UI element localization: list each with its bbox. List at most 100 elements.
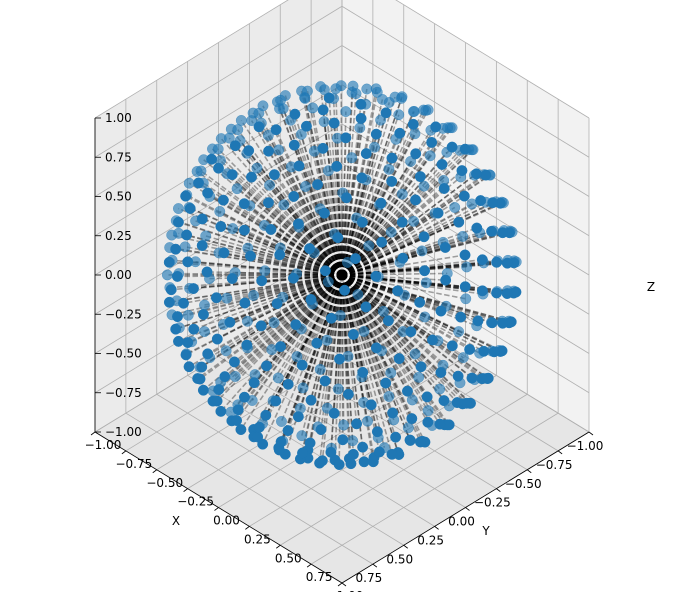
data-point (166, 284, 176, 294)
data-point (479, 346, 489, 356)
data-point (452, 397, 462, 407)
data-point (459, 191, 469, 201)
data-point (423, 405, 433, 415)
data-point (180, 191, 190, 201)
data-point (351, 88, 361, 98)
data-point (212, 396, 222, 406)
data-point (381, 108, 391, 118)
data-point (172, 311, 182, 321)
data-point (405, 435, 415, 445)
data-point (232, 184, 242, 194)
data-point (473, 316, 483, 326)
x-tick-label: −0.75 (536, 458, 573, 472)
data-point (356, 99, 366, 109)
data-point (481, 170, 491, 180)
data-point (414, 297, 424, 307)
data-point (320, 266, 330, 276)
data-point (435, 419, 445, 429)
data-point (170, 244, 180, 254)
data-point (236, 424, 246, 434)
data-point (410, 129, 420, 139)
data-point (477, 373, 487, 383)
x-tick-label: 0.00 (448, 515, 475, 529)
data-point (362, 416, 372, 426)
data-point (419, 266, 429, 276)
data-point (197, 214, 207, 224)
z-tick-label: 1.00 (105, 111, 132, 125)
data-point (380, 378, 390, 388)
data-point (254, 422, 264, 432)
data-point (426, 137, 436, 147)
data-point (358, 367, 368, 377)
data-point (402, 386, 412, 396)
data-point (423, 417, 433, 427)
data-point (231, 415, 241, 425)
data-point (344, 453, 354, 463)
data-point (350, 253, 360, 263)
data-point (361, 302, 371, 312)
data-point (323, 277, 333, 287)
data-point (447, 142, 457, 152)
data-point (254, 122, 264, 132)
data-point (197, 240, 207, 250)
data-point (491, 288, 501, 298)
data-point (198, 385, 208, 395)
data-point (394, 353, 404, 363)
data-point (276, 416, 286, 426)
data-point (384, 164, 394, 174)
data-point (261, 361, 271, 371)
data-point (183, 257, 193, 267)
data-point (497, 227, 507, 237)
data-point (239, 225, 249, 235)
data-point (260, 266, 270, 276)
data-point (427, 335, 437, 345)
data-point (410, 195, 420, 205)
data-point (326, 313, 336, 323)
data-point (460, 250, 470, 260)
x-tick-label: 0.75 (356, 571, 383, 585)
tick-mark (496, 489, 500, 492)
data-point (317, 455, 327, 465)
data-point (439, 183, 449, 193)
data-point (471, 169, 481, 179)
data-point (198, 309, 208, 319)
data-point (264, 180, 274, 190)
tick-mark (122, 451, 126, 454)
y-tick-label: 0.00 (213, 514, 240, 528)
x-tick-label: −1.00 (567, 439, 604, 453)
data-point (249, 377, 259, 387)
data-point (386, 368, 396, 378)
data-point (283, 425, 293, 435)
data-point (409, 106, 419, 116)
data-point (172, 271, 182, 281)
data-point (331, 84, 341, 94)
data-point (395, 128, 405, 138)
data-point (215, 206, 225, 216)
data-point (397, 189, 407, 199)
data-point (334, 459, 344, 469)
data-point (315, 81, 325, 91)
data-point (246, 172, 256, 182)
data-point (453, 326, 463, 336)
data-point (193, 178, 203, 188)
z-tick-label: −1.00 (105, 425, 142, 439)
data-point (229, 357, 239, 367)
data-point (213, 163, 223, 173)
data-point (211, 293, 221, 303)
data-point (306, 294, 316, 304)
data-point (347, 152, 357, 162)
data-point (275, 341, 285, 351)
data-point (487, 318, 497, 328)
data-point (436, 306, 446, 316)
x-tick-label: −0.50 (505, 477, 542, 491)
data-point (199, 326, 209, 336)
data-point (339, 285, 349, 295)
data-point (227, 273, 237, 283)
data-point (434, 384, 444, 394)
data-point (419, 232, 429, 242)
data-point (371, 129, 381, 139)
data-point (252, 432, 262, 442)
data-point (201, 231, 211, 241)
data-point (396, 93, 406, 103)
